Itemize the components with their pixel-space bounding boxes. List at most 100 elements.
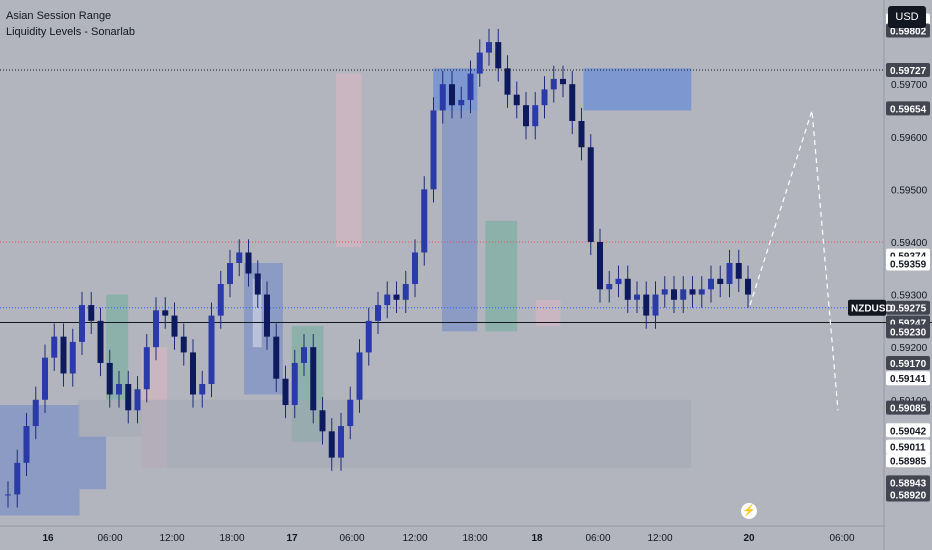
candle-body-46 [430, 110, 437, 190]
candle-body-39 [365, 320, 372, 353]
price-label-14: 0.58985 [890, 456, 927, 467]
price-label-1: 0.59802 [890, 27, 927, 38]
x-tick-label-2: 12:00 [159, 533, 184, 544]
price-label-13: 0.59011 [890, 443, 926, 454]
candle-body-40 [375, 305, 381, 321]
candle-body-44 [412, 252, 418, 285]
zone-asian-range-1 [79, 436, 107, 490]
candle-body-10 [97, 320, 104, 363]
candle-body-79 [735, 263, 742, 279]
candle-body-78 [726, 263, 733, 285]
candle-body-22 [208, 315, 215, 384]
candle-body-6 [60, 336, 67, 374]
symbol-tag-bg [848, 299, 886, 316]
candle-body-20 [190, 352, 196, 395]
price-label-16: 0.58920 [890, 490, 927, 501]
price-label-15: 0.58943 [890, 478, 927, 489]
candle-body-14 [134, 389, 141, 411]
candle-body-38 [356, 352, 363, 400]
candle-body-5 [51, 336, 58, 358]
zone-support-13 [77, 399, 692, 437]
zone-asian-range-0 [0, 405, 80, 516]
lightning-icon[interactable]: ⚡ [741, 503, 757, 519]
candle-body-37 [347, 399, 354, 427]
price-label-bg-6 [886, 300, 930, 315]
candle-body-61 [569, 84, 576, 121]
candle-body-24 [227, 263, 233, 285]
chart-legend: Asian Session Range Liquidity Levels - S… [6, 8, 135, 40]
zone-asian-range-5 [252, 278, 262, 348]
candle-body-29 [273, 336, 280, 379]
x-tick-label-7: 18:00 [462, 533, 487, 544]
candle-body-67 [624, 278, 631, 300]
price-label-10: 0.59141 [890, 374, 927, 385]
candle-body-47 [439, 84, 446, 111]
x-tick-label-10: 12:00 [647, 533, 672, 544]
x-tick-label-12: 06:00 [829, 533, 854, 544]
candle-body-42 [393, 294, 400, 300]
x-tick-label-0: 16 [42, 533, 54, 544]
candle-body-25 [236, 252, 243, 263]
zone-support-14 [141, 436, 692, 469]
price-label-2: 0.59727 [890, 66, 927, 77]
zone-bear-range-7 [335, 73, 362, 248]
candle-body-36 [338, 426, 344, 458]
candle-body-69 [643, 294, 650, 316]
price-label-5: 0.59359 [890, 260, 927, 271]
price-label-bg-16 [886, 487, 930, 502]
zone-asian-range-9 [442, 110, 478, 332]
candle-body-35 [328, 431, 335, 458]
candle-body-34 [319, 410, 326, 432]
candle-body-58 [541, 89, 548, 106]
candle-body-32 [301, 347, 307, 363]
candle-body-17 [162, 310, 169, 316]
candle-body-70 [652, 294, 659, 316]
price-label-bg-3 [886, 101, 930, 116]
price-label-bg-5 [886, 256, 930, 271]
candle-body-4 [42, 357, 48, 400]
candle-body-49 [458, 99, 465, 106]
candle-body-28 [264, 294, 270, 337]
candle-body-16 [153, 310, 159, 348]
candle-body-1 [14, 462, 21, 495]
candle-body-31 [291, 362, 298, 406]
price-label-12: 0.59042 [890, 426, 927, 437]
price-label-bg-10 [886, 371, 930, 386]
candle-body-59 [550, 78, 557, 90]
price-label-3: 0.59654 [890, 104, 927, 115]
candle-body-57 [532, 105, 539, 127]
candle-body-27 [254, 273, 261, 295]
candle-body-63 [587, 147, 594, 242]
price-label-bg-15 [886, 475, 930, 490]
x-tick-label-8: 18 [531, 533, 543, 544]
candle-body-74 [689, 289, 696, 295]
candle-body-26 [245, 252, 252, 274]
price-label-bg-13 [886, 439, 930, 454]
price-label-6: 0.59275 [890, 304, 927, 315]
y-tick-label-3: 0.59400 [891, 238, 928, 249]
candle-body-76 [708, 278, 714, 290]
candle-body-66 [615, 278, 622, 285]
candle-body-48 [449, 84, 455, 106]
currency-button[interactable]: USD [888, 6, 926, 28]
legend-line-2: Liquidity Levels - Sonarlab [6, 26, 136, 38]
candle-body-0 [5, 494, 11, 496]
candle-body-2 [23, 426, 30, 463]
price-label-11: 0.59085 [890, 404, 927, 415]
candle-body-45 [421, 189, 428, 253]
candle-body-56 [523, 105, 529, 127]
candle-body-73 [680, 289, 687, 300]
zone-bear-range-11 [535, 299, 561, 327]
candle-body-30 [282, 378, 289, 406]
x-tick-label-1: 06:00 [97, 533, 122, 544]
candle-body-19 [180, 336, 187, 353]
candle-body-50 [467, 73, 474, 100]
candle-body-15 [143, 347, 150, 390]
price-label-9: 0.59170 [890, 359, 927, 370]
candle-body-77 [717, 278, 724, 285]
candle-body-53 [495, 42, 502, 69]
zone-bull-range-10 [485, 220, 518, 332]
candle-body-68 [634, 294, 640, 300]
candle-body-55 [513, 94, 520, 106]
